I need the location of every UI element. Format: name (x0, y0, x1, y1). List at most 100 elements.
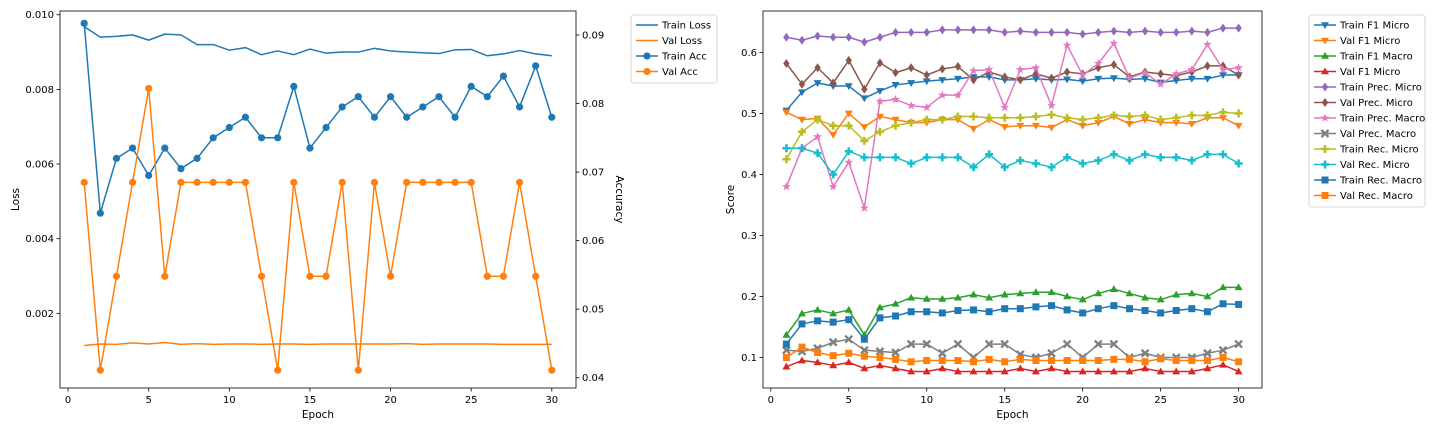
panel-2-series-9-point (813, 115, 822, 124)
panel-2-legend-item: Train F1 Micro (1314, 21, 1409, 32)
panel-2-series-9-point (797, 127, 806, 136)
panel-2-series-12-point (1219, 353, 1227, 361)
panel-2-series-10-point (829, 170, 838, 179)
panel-2-series-4-point (875, 361, 884, 369)
panel-2-series-3-point (891, 299, 900, 307)
panel-1-series-3-point (306, 144, 314, 152)
panel-2-series-10-point (1187, 156, 1196, 165)
panel-1-series-3-point (467, 82, 475, 90)
panel-2-series-12-point (1157, 355, 1165, 363)
panel-2-series-2-point (1219, 114, 1228, 122)
panel-1-series-4-point (241, 178, 250, 186)
panel-1-x-tick-label: 5 (146, 395, 152, 406)
panel-2-series-4-point (1078, 367, 1087, 375)
panel-2-series-5-point (1219, 23, 1227, 33)
panel-2-series-12-point (970, 358, 978, 366)
panel-2-series-12-point (985, 355, 993, 363)
panel-2: 0 5 10 15 20 25 30 0.1 0.2 0.3 0.4 0.5 0.6 Epoch Score… (725, 10, 1426, 421)
panel-2-series-2-point (1125, 121, 1134, 128)
panel-1-legend-item: Train Acc (636, 52, 707, 63)
panel-2-series-3-point (1078, 295, 1087, 303)
panel-2-legend-marker (1320, 129, 1330, 138)
panel-2-series-7-point (1218, 64, 1228, 74)
panel-1-series-3-point (241, 113, 250, 121)
panel-2-series-6-point (1063, 67, 1071, 77)
panel-2-legend-label: Train F1 Micro (1339, 21, 1409, 32)
panel-1-series-4-point (274, 366, 282, 374)
panel-2-series-7-point (1140, 68, 1150, 77)
panel-1-series-3-point (209, 134, 217, 142)
panel-2-series-10-point (1031, 159, 1040, 168)
panel-2-series-5-point (1157, 27, 1164, 37)
panel-2-series-10-point (1078, 159, 1087, 168)
panel-2-series-1-point (1094, 75, 1103, 83)
panel-2-series-10-point (1219, 150, 1228, 159)
panel-2-x-tick-label: 5 (846, 395, 852, 406)
panel-2-series-11-point (1063, 306, 1071, 314)
panel-2-series-9-point (860, 136, 869, 145)
panel-2-series-3-point (1187, 289, 1196, 297)
panel-2-series-2-point (797, 116, 806, 124)
panel-2-legend-label: Val Rec. Micro (1340, 160, 1410, 171)
panel-2-series-1-point (844, 83, 853, 91)
panel-1-series-3-point (274, 134, 282, 142)
panel-2-series-3-point (797, 309, 806, 317)
panel-2-series-12-point (1094, 357, 1102, 365)
panel-2-series-4-point (1234, 367, 1243, 375)
panel-2-series-6-point (1235, 70, 1242, 80)
panel-2-series-5 (783, 23, 1242, 47)
panel-2-series-12-point (829, 352, 837, 360)
panel-2-series-9 (782, 108, 1243, 164)
panel-1-series-3-point (515, 103, 524, 111)
panel-2-series-12-point (954, 357, 962, 365)
panel-2-series-6-point (1001, 72, 1008, 82)
panel-2-series-3-point (1141, 293, 1150, 301)
panel-2-series-7-point (937, 90, 947, 99)
panel-2-series-10-point (813, 149, 822, 158)
panel-1-series-4-point (209, 178, 217, 186)
panel-2-legend-item: Val F1 Micro (1314, 67, 1400, 78)
panel-2-series-3-line (785, 286, 1239, 336)
panel-2-series-11-point (845, 316, 853, 324)
panel-2-series-12-point (814, 349, 822, 357)
panel-2-legend-item: Train Rec. Micro (1314, 145, 1419, 156)
panel-2-series-11-point (1079, 309, 1087, 317)
panel-2-series-4-point (907, 367, 916, 375)
panel-2-series-1-point (1203, 75, 1212, 83)
panel-2-series-2-point (1031, 122, 1040, 130)
panel-2-series-12-point (876, 353, 884, 361)
panel-2-series-12-point (1235, 358, 1243, 366)
panel-1-legend-item: Val Loss (636, 36, 702, 47)
panel-2-series-6-point (814, 63, 821, 73)
panel-2-legend-item: Train Prec. Macro (1314, 113, 1425, 125)
panel-1-series-3-point (193, 154, 201, 162)
panel-2-series-10-point (1016, 156, 1025, 165)
panel-2-series-6-point (923, 70, 930, 80)
panel-2-series-7-point (1171, 69, 1181, 78)
panel-2-series-7-point (1078, 70, 1088, 79)
panel-2-series-11-point (829, 318, 837, 326)
panel-2-legend-box (1308, 14, 1426, 208)
panel-2-series-12-point (1125, 355, 1133, 363)
panel-2-series-8-point (860, 345, 869, 355)
panel-2-series-1-point (1219, 72, 1228, 80)
panel-2-series-9-point (844, 121, 853, 130)
panel-1-legend: Train Loss Val Loss Train Acc Val Acc (630, 14, 718, 84)
panel-2-series-8-point (906, 339, 916, 349)
panel-2-series-7-point (859, 203, 869, 212)
panel-2-series-1-point (938, 77, 947, 84)
panel-2-series-6-point (1157, 69, 1164, 79)
panel-2-x-tick-label: 15 (998, 395, 1011, 406)
panel-2-series-5-point (1048, 27, 1055, 37)
panel-2-series-4-point (860, 364, 869, 372)
panel-2-series-7-point (1031, 63, 1041, 72)
panel-2-series-4-point (953, 367, 962, 375)
panel-2-series-5-point (892, 27, 899, 37)
panel-2-series-8-point (1047, 348, 1056, 358)
panel-2-series-8-point (922, 339, 932, 349)
panel-2-series-4-point (813, 358, 822, 366)
panel-2-series-9-point (1172, 113, 1181, 122)
panel-2-series-12 (782, 343, 1243, 366)
panel-2-legend-marker (1321, 176, 1329, 184)
